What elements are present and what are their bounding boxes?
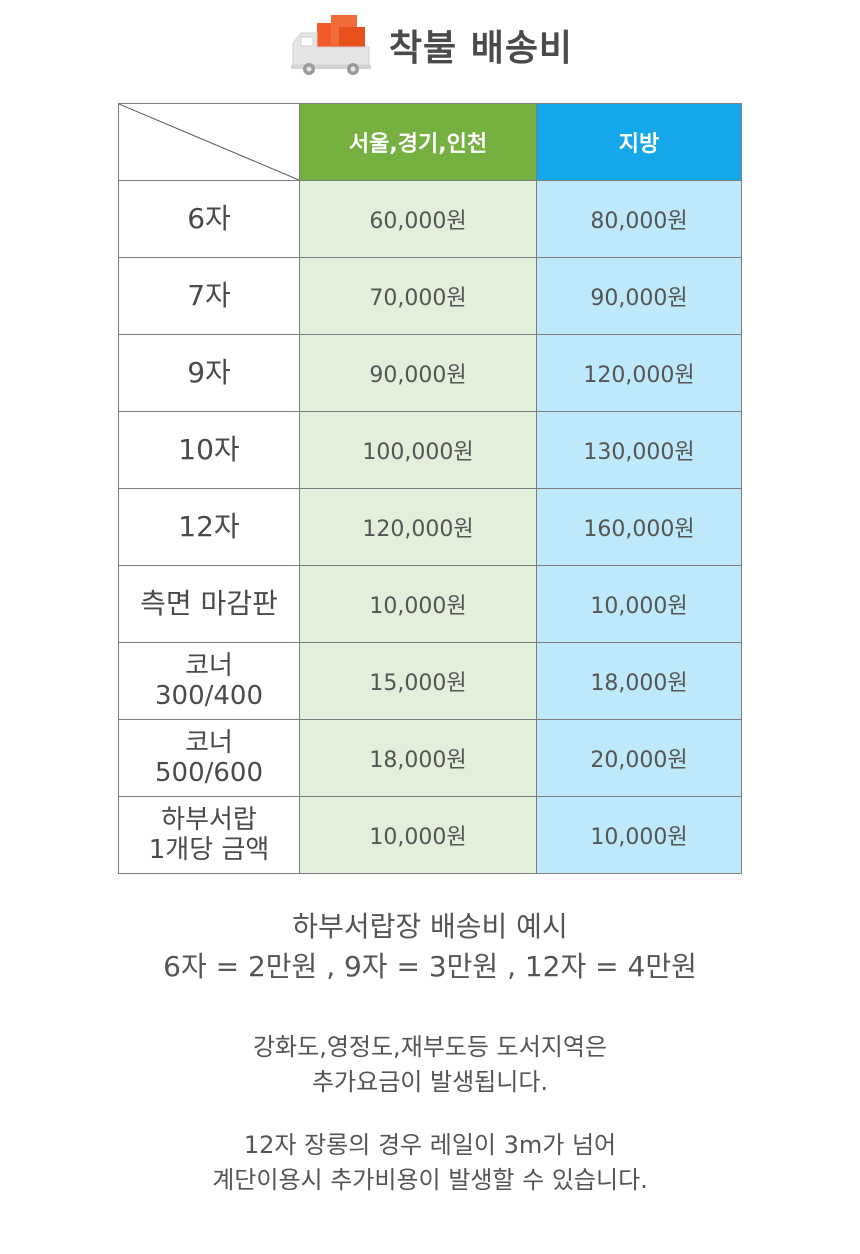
row-label: 코너 500/600 xyxy=(118,719,300,797)
price-local: 130,000원 xyxy=(536,411,742,489)
price-local: 20,000원 xyxy=(536,719,742,797)
island-notice-line: 추가요금이 발생됩니다. xyxy=(311,1068,549,1096)
table-row: 측면 마감판 10,000원 10,000원 xyxy=(118,565,742,643)
table-row: 12자 120,000원 160,000원 xyxy=(118,488,742,566)
row-label: 12자 xyxy=(118,488,300,566)
example-detail: 6자 = 2만원 , 9자 = 3만원 , 12자 = 4만원 xyxy=(163,950,697,983)
row-label-line: 코너 xyxy=(185,728,233,758)
price-local: 18,000원 xyxy=(536,642,742,720)
island-notice: 강화도,영정도,재부도등 도서지역은 추가요금이 발생됩니다. xyxy=(0,1030,860,1100)
row-label-line: 하부서랍 xyxy=(161,805,257,835)
corner-cell xyxy=(118,103,300,181)
price-local: 90,000원 xyxy=(536,257,742,335)
price-local: 80,000원 xyxy=(536,180,742,258)
table-row: 코너 300/400 15,000원 18,000원 xyxy=(118,642,742,720)
column-header-seoul: 서울,경기,인천 xyxy=(299,103,537,181)
price-seoul: 70,000원 xyxy=(299,257,537,335)
row-label-line: 9자 xyxy=(187,356,231,389)
price-seoul: 120,000원 xyxy=(299,488,537,566)
row-label: 코너 300/400 xyxy=(118,642,300,720)
row-label-line: 측면 마감판 xyxy=(140,587,278,620)
price-seoul: 15,000원 xyxy=(299,642,537,720)
row-label-line: 7자 xyxy=(187,279,231,312)
page-title: 착불 배송비 xyxy=(388,28,574,69)
row-label: 7자 xyxy=(118,257,300,335)
price-seoul: 10,000원 xyxy=(299,565,537,643)
drawer-fee-example: 하부서랍장 배송비 예시 6자 = 2만원 , 9자 = 3만원 , 12자 =… xyxy=(0,907,860,987)
row-label: 하부서랍 1개당 금액 xyxy=(118,796,300,874)
row-label-line: 10자 xyxy=(178,433,240,466)
row-label-line: 500/600 xyxy=(154,758,263,788)
island-notice-line: 강화도,영정도,재부도등 도서지역은 xyxy=(252,1033,608,1061)
diagonal-line xyxy=(119,104,299,180)
truck-icon xyxy=(290,15,371,75)
rail-notice-line: 12자 장롱의 경우 레일이 3m가 넘어 xyxy=(243,1131,617,1159)
table-row: 코너 500/600 18,000원 20,000원 xyxy=(118,719,742,797)
price-seoul: 18,000원 xyxy=(299,719,537,797)
column-header-local: 지방 xyxy=(536,103,742,181)
row-label-line: 12자 xyxy=(178,510,240,543)
row-label: 6자 xyxy=(118,180,300,258)
example-title: 하부서랍장 배송비 예시 xyxy=(292,910,568,943)
price-seoul: 10,000원 xyxy=(299,796,537,874)
row-label-line: 300/400 xyxy=(154,681,263,711)
row-label-line: 코너 xyxy=(185,651,233,681)
row-label-line: 1개당 금액 xyxy=(148,835,270,865)
table-row: 9자 90,000원 120,000원 xyxy=(118,334,742,412)
row-label: 9자 xyxy=(118,334,300,412)
rail-notice: 12자 장롱의 경우 레일이 3m가 넘어 계단이용시 추가비용이 발생할 수 … xyxy=(0,1128,860,1198)
row-label: 측면 마감판 xyxy=(118,565,300,643)
price-seoul: 90,000원 xyxy=(299,334,537,412)
table-row: 하부서랍 1개당 금액 10,000원 10,000원 xyxy=(118,796,742,874)
price-seoul: 100,000원 xyxy=(299,411,537,489)
rail-notice-line: 계단이용시 추가비용이 발생할 수 있습니다. xyxy=(212,1166,648,1194)
price-local: 10,000원 xyxy=(536,796,742,874)
price-local: 120,000원 xyxy=(536,334,742,412)
table-header-row: 서울,경기,인천 지방 xyxy=(118,103,742,181)
page-header: 착불 배송비 xyxy=(0,0,860,90)
row-label-line: 6자 xyxy=(187,202,231,235)
price-local: 10,000원 xyxy=(536,565,742,643)
price-seoul: 60,000원 xyxy=(299,180,537,258)
table-row: 7자 70,000원 90,000원 xyxy=(118,257,742,335)
price-local: 160,000원 xyxy=(536,488,742,566)
row-label: 10자 xyxy=(118,411,300,489)
table-row: 10자 100,000원 130,000원 xyxy=(118,411,742,489)
shipping-fee-table: 서울,경기,인천 지방 6자 60,000원 80,000원 7자 70,000원 90,… xyxy=(118,103,742,874)
table-row: 6자 60,000원 80,000원 xyxy=(118,180,742,258)
